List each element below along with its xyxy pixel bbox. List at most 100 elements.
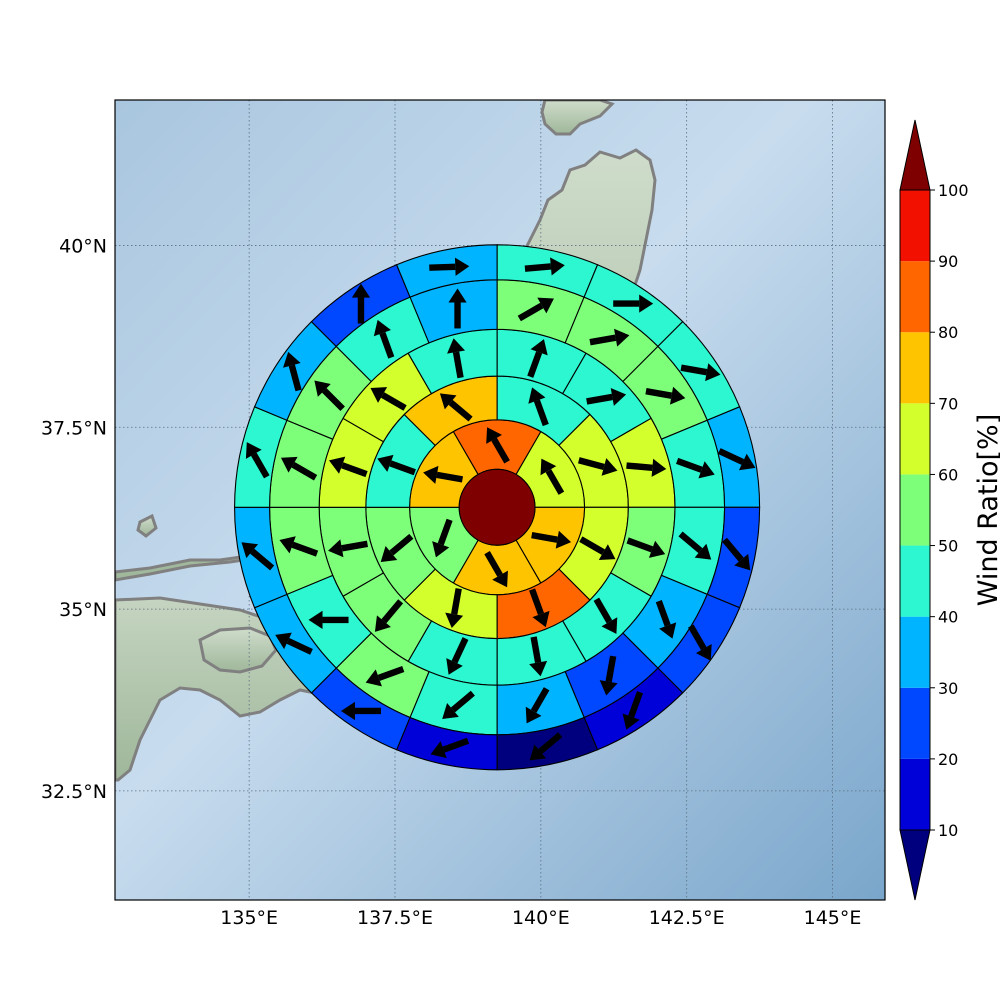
wind-arrow (676, 457, 715, 479)
wind-arrow (589, 328, 630, 347)
wind-arrow (525, 687, 550, 724)
colorbar-tick-label: 70 (938, 394, 958, 413)
colorbar-segment (900, 545, 930, 617)
land-hokkaido (540, 100, 615, 136)
wind-arrow (442, 690, 475, 719)
colorbar-segment (900, 687, 930, 759)
land-oki (136, 513, 158, 538)
wind-arrow (308, 610, 349, 629)
wind-arrow (328, 456, 368, 478)
wind-arrow (245, 442, 270, 479)
map-panel (115, 100, 885, 900)
wind-sectors (234, 244, 761, 771)
wind-arrow (373, 319, 395, 359)
wind-arrow (283, 351, 302, 392)
wind-arrow (722, 537, 751, 571)
wind-arrow (717, 448, 756, 471)
wind-arrow (484, 551, 508, 588)
wind-arrow (430, 737, 470, 759)
wind-arrow (423, 465, 464, 484)
wind-arrow (579, 536, 616, 561)
axis-tick-labels: 135°E 137.5°E 140°E 142.5°E 145°E 32.5°N 35°N 3… (41, 235, 861, 929)
colorbar-tick-label: 50 (938, 537, 958, 556)
wind-arrow (599, 655, 618, 696)
wind-arrow (626, 537, 666, 558)
wind-arrow (439, 393, 473, 422)
colorbar-segment (900, 261, 930, 333)
colorbar-frame (899, 189, 931, 831)
wind-arrow (517, 297, 554, 322)
wind-arrow (529, 732, 563, 761)
wind-arrow (374, 599, 404, 632)
colorbar-under-extension (899, 829, 931, 901)
plot-frame (114, 99, 886, 901)
wind-arrow (688, 624, 712, 661)
land-shikoku (198, 626, 278, 674)
colorbar-tick-label: 100 (938, 181, 969, 200)
wind-arrow (370, 387, 407, 411)
colorbar-tick-label: 90 (938, 252, 958, 271)
colorbar-segment (900, 474, 930, 546)
wind-arrow (351, 283, 371, 324)
wind-arrow (365, 665, 405, 687)
lon-tick-label: 142.5°E (649, 907, 725, 929)
colorbar-segment (900, 332, 930, 404)
wind-arrow (527, 339, 548, 378)
wind-arrow (448, 288, 467, 329)
wind-arrow (429, 257, 470, 276)
wind-arrow (540, 458, 565, 495)
colorbar-segment (900, 758, 930, 830)
colorbar: 10 20 30 40 50 60 70 80 90 100 (899, 119, 969, 901)
wind-arrow (528, 387, 549, 427)
colorbar-segment (900, 403, 930, 475)
lon-tick-label: 137.5°E (357, 907, 433, 929)
lat-tick-label: 40°N (59, 235, 107, 257)
wind-arrow (447, 338, 465, 379)
wind-sector (395, 244, 498, 298)
wind-arrow (680, 363, 721, 382)
lat-tick-label: 32.5°N (41, 781, 107, 803)
wind-arrow (529, 636, 548, 677)
wind-arrow (529, 588, 550, 628)
wind-arrow (446, 637, 469, 675)
colorbar-tick-label: 60 (938, 465, 958, 484)
wind-arrow (314, 380, 345, 412)
colorbar-over-extension (899, 119, 931, 191)
wind-arrow (577, 457, 618, 476)
wind-arrow (380, 533, 414, 562)
lat-tick-label: 35°N (59, 599, 107, 621)
wind-arrow (241, 542, 275, 571)
wind-arrow (280, 456, 318, 481)
wind-arrow (340, 701, 381, 721)
wind-arrow (613, 294, 654, 313)
colorbar-tick-label: 40 (938, 608, 958, 627)
wind-arrow (524, 257, 565, 276)
wind-arrow (678, 531, 712, 560)
colorbar-segment (900, 616, 930, 688)
wind-arrow (275, 632, 313, 655)
wind-arrow (645, 386, 686, 405)
wind-arrow (593, 597, 618, 634)
wind-arrow (328, 539, 369, 558)
wind-arrow (531, 530, 572, 549)
wind-arrows (241, 257, 756, 761)
colorbar-segment (900, 190, 930, 262)
wind-arrow (432, 518, 453, 558)
colorbar-tick-label: 20 (938, 750, 958, 769)
colorbar-tick-label: 30 (938, 679, 958, 698)
colorbar-tick-label: 10 (938, 821, 958, 840)
wind-arrow (445, 588, 464, 629)
lon-tick-label: 145°E (804, 907, 862, 929)
wind-arrow (486, 427, 510, 464)
colorbar-label: Wind Ratio[%] (973, 414, 1000, 606)
colorbar-tick-label: 80 (938, 323, 958, 342)
center-disc (458, 468, 536, 546)
lon-tick-label: 140°E (512, 907, 570, 929)
lon-tick-label: 135°E (220, 907, 278, 929)
wind-arrow (622, 691, 644, 730)
lat-tick-label: 37.5°N (41, 417, 107, 439)
wind-arrow (586, 387, 627, 406)
wind-arrow (626, 458, 667, 477)
wind-arrow (279, 536, 319, 557)
